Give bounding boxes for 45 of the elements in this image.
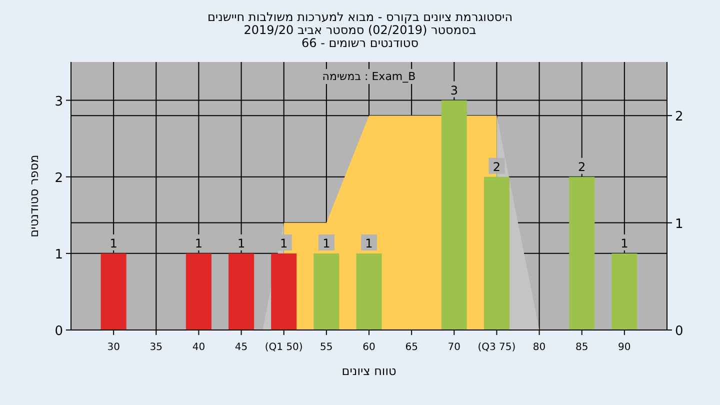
data-label: 1 bbox=[237, 236, 246, 250]
x-tick-label: 45 bbox=[234, 342, 248, 353]
x-tick-label: 35 bbox=[150, 342, 163, 353]
chart-subtitle: בסמסטר (02/2019) סמסטר אביב 2019/20 סטודנטים רשומים - 66 bbox=[244, 23, 476, 50]
x-tick-label: 40 bbox=[192, 342, 206, 353]
bar bbox=[100, 253, 126, 330]
chart-title: היסטוגרמת ציונים בקורס - מבוא למערכות משולבות חיישנים bbox=[207, 10, 513, 24]
y2-tick-label: 1 bbox=[675, 216, 684, 232]
data-label: 1 bbox=[110, 236, 118, 250]
data-label: 1 bbox=[322, 236, 330, 250]
bar bbox=[441, 100, 467, 330]
x-tick-label: 70 bbox=[448, 342, 461, 353]
bar bbox=[228, 253, 254, 330]
x-tick-label: 85 bbox=[575, 342, 588, 353]
bar bbox=[484, 176, 510, 330]
data-label: 2 bbox=[578, 160, 586, 174]
y2-tick-label: 2 bbox=[675, 110, 684, 125]
annotation: במשימה : Exam_B bbox=[322, 70, 416, 83]
data-label: 1 bbox=[194, 236, 203, 250]
y-tick-label: 2 bbox=[54, 170, 63, 186]
x-tick-label: 30 bbox=[107, 342, 120, 353]
bar bbox=[314, 253, 340, 330]
bar bbox=[569, 176, 595, 330]
y-tick-label: 3 bbox=[54, 94, 63, 110]
y-tick-label: 0 bbox=[54, 324, 63, 339]
x-tick-label: 60 bbox=[362, 342, 376, 353]
x-tick-label: 90 bbox=[618, 342, 631, 353]
data-label: 1 bbox=[620, 236, 628, 250]
data-label: 2 bbox=[492, 160, 501, 174]
bar bbox=[612, 253, 638, 330]
y-tick-label: 1 bbox=[54, 247, 63, 262]
x-axis-title: טווח ציונים bbox=[342, 364, 396, 378]
x-tick-label: 55 bbox=[320, 342, 333, 353]
bar bbox=[271, 253, 297, 330]
bar bbox=[186, 253, 212, 330]
data-label: 1 bbox=[365, 236, 373, 250]
y2-tick-label: 0 bbox=[675, 324, 684, 339]
y-axis-title: מספר סטודנטים bbox=[27, 154, 41, 238]
x-tick-label: (Q1 50) bbox=[264, 342, 303, 353]
bar bbox=[356, 253, 382, 330]
x-tick-label: 80 bbox=[532, 342, 546, 353]
x-tick-label: 65 bbox=[405, 342, 418, 353]
x-tick-label: (Q3 75) bbox=[478, 342, 516, 353]
data-label: 3 bbox=[450, 83, 458, 98]
data-label: 1 bbox=[280, 236, 288, 250]
